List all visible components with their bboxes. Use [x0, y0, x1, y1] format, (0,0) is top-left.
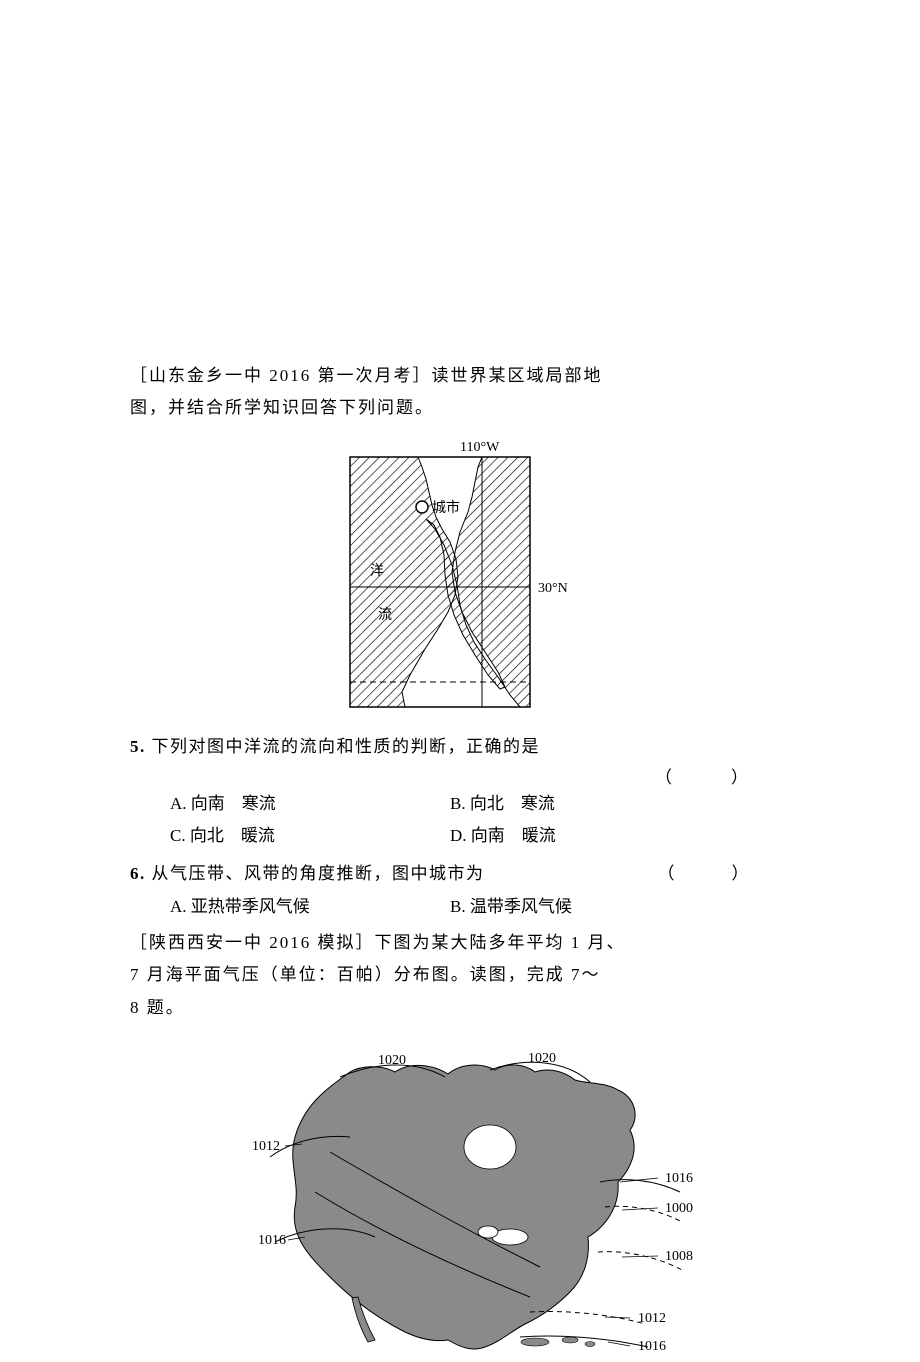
isobar-label-5: 1000	[665, 1201, 693, 1216]
isobar-label-3: 1016	[258, 1233, 286, 1248]
intro2-line-2: 7 月海平面气压（单位：百帕）分布图。读图，完成 7～	[130, 965, 601, 984]
isobar-label-2: 1012	[252, 1139, 280, 1154]
q5-num: 5.	[130, 737, 146, 756]
lon-label: 110°W	[460, 440, 500, 455]
q5-options-row-2: C. 向北 暖流 D. 向南 暖流	[130, 820, 790, 852]
map-figure-2: 1020 1020 1012 1016 1016 1000 1008 1012 …	[210, 1042, 710, 1362]
q6-stem: 从气压带、风带的角度推断，图中城市为	[152, 864, 485, 883]
q6-num: 6.	[130, 864, 146, 883]
intro-text-1: ［山东金乡一中 2016 第一次月考］读世界某区域局部地 图，并结合所学知识回答…	[130, 360, 790, 425]
intro-line-2: 图，并结合所学知识回答下列问题。	[130, 398, 434, 417]
q5-option-d: D. 向南 暖流	[450, 820, 730, 852]
q5-paren: （ ）	[130, 763, 790, 788]
q5-stem: 下列对图中洋流的流向和性质的判断，正确的是	[152, 737, 541, 756]
intro-line-1: ［山东金乡一中 2016 第一次月考］读世界某区域局部地	[130, 366, 603, 385]
map-figure-1: 110°W 30°N 城市 洋 流	[310, 437, 610, 717]
isobar-label-0: 1020	[378, 1053, 406, 1068]
q5-options-row-1: A. 向南 寒流 B. 向北 寒流	[130, 788, 790, 820]
isobar-label-7: 1012	[638, 1311, 666, 1326]
q5-option-b: B. 向北 寒流	[450, 788, 730, 820]
current-label-top: 洋	[370, 563, 384, 579]
q6-option-b: B. 温带季风气候	[450, 891, 730, 923]
q5-option-c: C. 向北 暖流	[170, 820, 450, 852]
isobar-label-6: 1008	[665, 1249, 693, 1264]
isobar-label-1: 1020	[528, 1051, 556, 1066]
isobar-label-8: 1016	[638, 1339, 666, 1354]
isobar-label-4: 1016	[665, 1171, 693, 1186]
q6-option-a: A. 亚热带季风气候	[170, 891, 450, 923]
intro2-line-1: ［陕西西安一中 2016 模拟］下图为某大陆多年平均 1 月、	[130, 933, 626, 952]
current-label-bottom: 流	[378, 607, 392, 623]
q6-paren: （ ）	[658, 858, 791, 890]
q5-option-a: A. 向南 寒流	[170, 788, 450, 820]
city-label: 城市	[432, 499, 460, 516]
lat-label: 30°N	[538, 581, 568, 596]
q6-options-row: A. 亚热带季风气候 B. 温带季风气候	[130, 891, 790, 923]
intro-text-2: ［陕西西安一中 2016 模拟］下图为某大陆多年平均 1 月、 7 月海平面气压…	[130, 927, 790, 1024]
question-5: 5. 下列对图中洋流的流向和性质的判断，正确的是	[130, 731, 790, 763]
question-6: 6. 从气压带、风带的角度推断，图中城市为 （ ）	[130, 858, 790, 890]
intro2-line-3: 8 题。	[130, 998, 185, 1017]
